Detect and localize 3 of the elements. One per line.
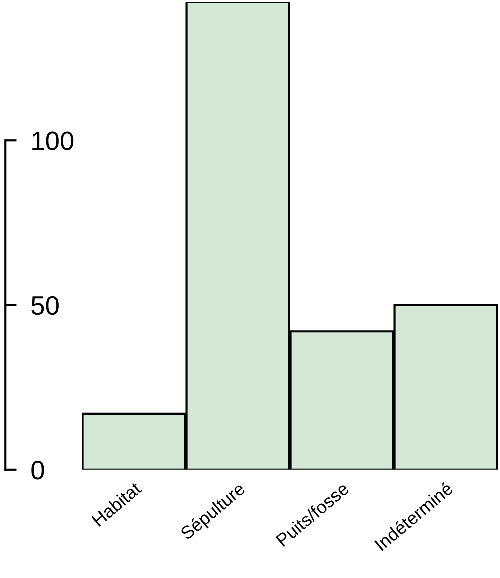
- y-tick-label: 0: [32, 461, 44, 480]
- y-tick-label: 50: [32, 296, 59, 316]
- y-tick-label: 100: [32, 132, 74, 150]
